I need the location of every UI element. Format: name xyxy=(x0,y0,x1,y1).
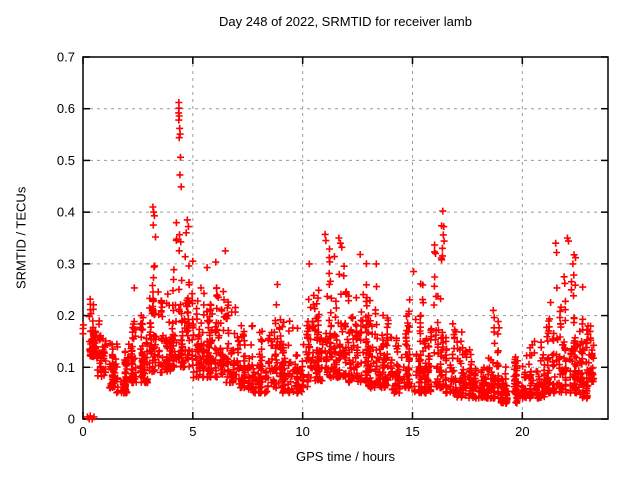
x-tick-label: 10 xyxy=(295,424,309,439)
plot-border xyxy=(82,56,609,420)
x-tick-label: 15 xyxy=(405,424,419,439)
y-tick-label: 0.4 xyxy=(57,205,75,220)
scatter-points xyxy=(79,99,598,423)
y-tick-label: 0 xyxy=(68,412,75,427)
y-tick-label: 0.2 xyxy=(57,308,75,323)
y-tick-label: 0.3 xyxy=(57,256,75,271)
y-axis-title: SRMTID / TECUs xyxy=(13,186,29,290)
chart-title: Day 248 of 2022, SRMTID for receiver lam… xyxy=(219,14,472,29)
y-tick-label: 0.1 xyxy=(57,360,75,375)
x-tick-label: 0 xyxy=(79,424,86,439)
x-tick-label: 5 xyxy=(189,424,196,439)
y-tick-label: 0.7 xyxy=(57,50,75,65)
y-tick-label: 0.6 xyxy=(57,101,75,116)
y-tick-label: 0.5 xyxy=(57,153,75,168)
x-axis-title: GPS time / hours xyxy=(296,449,395,464)
x-tick-label: 20 xyxy=(515,424,529,439)
